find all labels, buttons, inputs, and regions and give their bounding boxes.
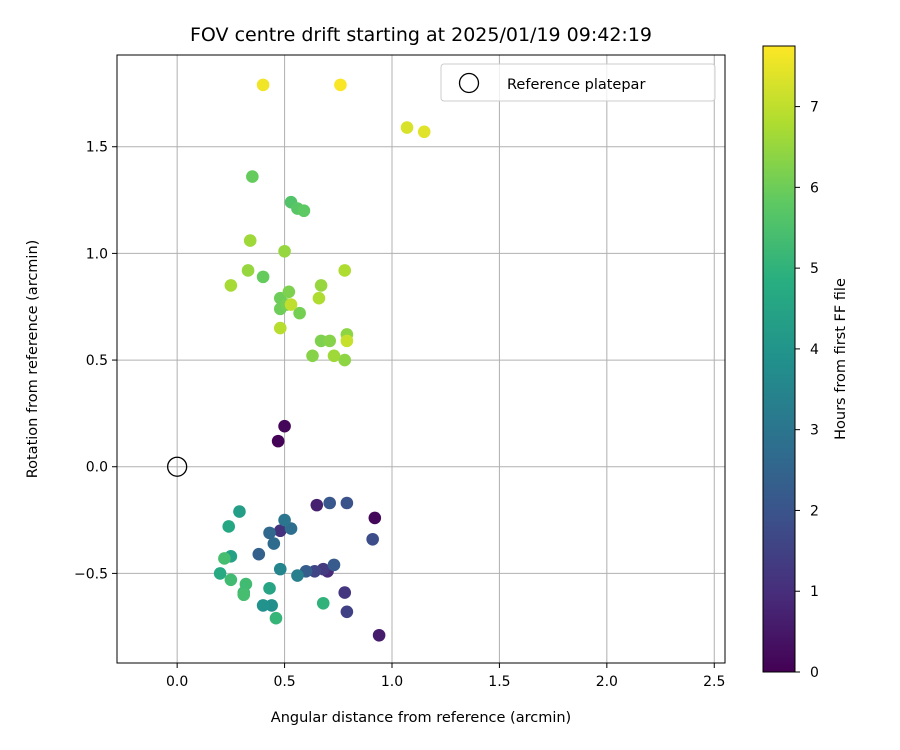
colorbar-tick-label: 0 bbox=[810, 665, 819, 681]
data-point bbox=[340, 605, 354, 619]
y-tick-label: 0.0 bbox=[86, 460, 108, 476]
data-point bbox=[213, 567, 227, 580]
data-point bbox=[256, 78, 270, 92]
data-point bbox=[417, 125, 431, 139]
data-point bbox=[224, 279, 238, 292]
colorbar-label: Hours from first FF file bbox=[833, 278, 849, 440]
x-tick-label: 1.0 bbox=[381, 674, 403, 690]
colorbar-tick-label: 4 bbox=[810, 342, 819, 358]
data-point bbox=[323, 496, 336, 510]
colorbar-tick-label: 7 bbox=[810, 100, 819, 116]
data-point bbox=[252, 547, 266, 561]
colorbar-tick-label: 2 bbox=[810, 503, 819, 519]
data-point bbox=[400, 121, 414, 134]
legend-entry-label: Reference platepar bbox=[507, 77, 645, 93]
y-tick-label: 1.0 bbox=[86, 246, 108, 262]
data-point bbox=[273, 562, 287, 576]
data-point bbox=[284, 522, 298, 535]
legend-box bbox=[440, 63, 716, 102]
data-point bbox=[340, 496, 354, 510]
data-point bbox=[222, 520, 236, 533]
x-tick-label: 1.5 bbox=[488, 674, 510, 690]
data-point bbox=[312, 291, 326, 305]
data-point bbox=[263, 526, 276, 540]
data-point bbox=[340, 334, 354, 348]
y-axis-ticks: −0.5 0.0 0.5 1.0 1.5 bbox=[74, 140, 117, 582]
x-tick-label: 2.0 bbox=[596, 674, 618, 690]
colorbar-gradient bbox=[762, 45, 796, 673]
data-point bbox=[368, 511, 382, 525]
y-tick-label: −0.5 bbox=[74, 566, 108, 582]
data-point bbox=[273, 524, 287, 538]
x-tick-label: 2.5 bbox=[703, 674, 725, 690]
data-point bbox=[278, 419, 291, 433]
data-point bbox=[372, 628, 386, 642]
data-point bbox=[224, 573, 238, 587]
data-point bbox=[297, 204, 311, 218]
data-point bbox=[316, 596, 330, 610]
data-point bbox=[314, 279, 328, 292]
data-point bbox=[243, 234, 257, 247]
data-point bbox=[263, 582, 276, 595]
y-tick-label: 0.5 bbox=[86, 353, 108, 369]
data-point bbox=[241, 264, 255, 277]
colorbar-tick-label: 6 bbox=[810, 180, 819, 196]
data-point bbox=[366, 532, 379, 546]
data-point bbox=[278, 513, 291, 527]
data-point bbox=[233, 505, 246, 518]
data-point bbox=[237, 588, 251, 602]
data-point bbox=[323, 334, 336, 348]
data-point bbox=[327, 558, 341, 572]
x-tick-label: 0.5 bbox=[273, 674, 295, 690]
data-point bbox=[291, 569, 304, 582]
data-point bbox=[293, 306, 306, 320]
colorbar-tick-label: 1 bbox=[810, 584, 819, 600]
data-points bbox=[213, 78, 431, 642]
colorbar: 0 1 2 3 4 5 6 7 Hours from first FF file bbox=[762, 45, 849, 681]
data-point bbox=[284, 298, 298, 311]
chart-title: FOV centre drift starting at 2025/01/19 … bbox=[190, 24, 652, 46]
data-point bbox=[338, 586, 352, 599]
data-point bbox=[334, 78, 347, 92]
data-point bbox=[218, 552, 231, 565]
legend-marker-icon bbox=[458, 72, 480, 94]
x-axis-ticks: 0.0 0.5 1.0 1.5 2.0 2.5 bbox=[166, 663, 725, 690]
data-point bbox=[310, 498, 324, 512]
grid-lines bbox=[117, 55, 725, 663]
y-axis-label: Rotation from reference (arcmin) bbox=[25, 240, 41, 479]
data-point bbox=[278, 244, 291, 258]
data-point bbox=[256, 270, 270, 284]
data-point bbox=[267, 537, 281, 550]
reference-platepar-marker bbox=[167, 456, 188, 477]
y-tick-label: 1.5 bbox=[86, 140, 108, 156]
reference-marker-layer bbox=[167, 456, 188, 477]
colorbar-tick-label: 5 bbox=[810, 261, 819, 277]
data-point bbox=[239, 577, 253, 591]
data-point bbox=[327, 349, 341, 363]
x-tick-label: 0.0 bbox=[166, 674, 188, 690]
colorbar-tick-label: 3 bbox=[810, 423, 819, 439]
data-point bbox=[338, 353, 352, 367]
plot-frame bbox=[116, 54, 726, 664]
data-point bbox=[256, 599, 270, 612]
legend: Reference platepar bbox=[440, 63, 716, 102]
data-point bbox=[306, 349, 319, 363]
data-point bbox=[269, 611, 283, 625]
data-point bbox=[338, 264, 352, 277]
x-axis-label: Angular distance from reference (arcmin) bbox=[271, 710, 571, 726]
data-point bbox=[271, 434, 285, 448]
data-point bbox=[246, 170, 259, 183]
data-point bbox=[282, 285, 296, 299]
colorbar-ticks: 0 1 2 3 4 5 6 7 bbox=[795, 100, 819, 681]
data-point bbox=[273, 321, 287, 335]
